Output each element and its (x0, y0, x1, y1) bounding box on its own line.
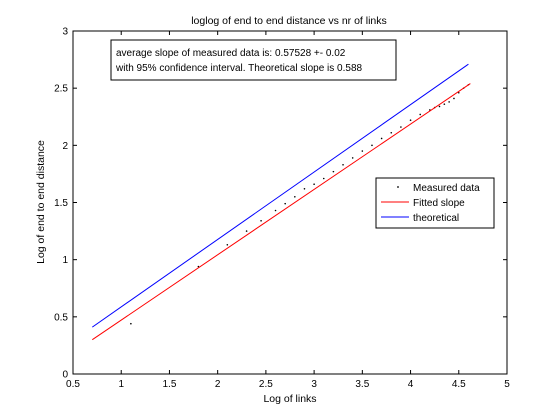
data-point-measured-data-25 (448, 101, 450, 103)
annotation-box: average slope of measured data is: 0.575… (110, 39, 397, 81)
legend-label-theoretical: theoretical (413, 213, 459, 224)
chart-title: loglog of end to end distance vs nr of l… (191, 15, 387, 27)
legend-marker-measured-data (397, 186, 399, 188)
data-point-measured-data-10 (322, 177, 325, 180)
data-point-measured-data-1 (197, 265, 200, 268)
axis-ticks: 0.5 1 1.5 2 2.5 3 3.5 4 4.5 500.511.522.53 (54, 27, 510, 391)
x-tick-label: 1 (118, 379, 124, 390)
data-point-measured-data-8 (303, 187, 306, 190)
x-tick-label: 2.5 (259, 379, 273, 390)
data-point-measured-data-9 (313, 183, 315, 186)
annotation-line-1: average slope of measured data is: 0.575… (116, 48, 346, 59)
data-point-measured-data-16 (380, 137, 383, 140)
x-tick-label: 3 (311, 379, 317, 390)
x-tick-label: 5 (504, 379, 510, 390)
data-point-measured-data-19 (409, 119, 412, 121)
data-point-measured-data-0 (130, 322, 132, 325)
data-point-measured-data-26 (453, 97, 455, 100)
plot-area (92, 63, 471, 341)
y-axis-label: Log of end to end distance (35, 140, 47, 264)
y-tick-label: 0.5 (54, 312, 68, 323)
y-tick-label: 1.5 (54, 198, 68, 209)
legend: Measured data Fitted slope theoretical (375, 177, 495, 229)
x-tick-label: 2 (215, 379, 221, 390)
x-tick-label: 3.5 (355, 379, 369, 390)
data-point-measured-data-7 (294, 195, 296, 198)
legend-frame (375, 177, 495, 229)
data-point-measured-data-17 (390, 131, 393, 134)
data-point-measured-data-15 (371, 144, 373, 147)
series-line-fitted-slope (92, 83, 471, 341)
x-axis-label: Log of links (263, 393, 316, 405)
data-point-measured-data-23 (438, 105, 441, 108)
data-point-measured-data-13 (351, 157, 354, 159)
data-point-measured-data-18 (400, 126, 402, 128)
y-tick-label: 2.5 (54, 84, 68, 95)
y-tick-label: 1 (62, 255, 68, 266)
annotation-line-2: with 95% confidence interval. Theoretica… (115, 63, 363, 74)
data-point-measured-data-14 (361, 150, 364, 152)
series-line-theoretical (92, 63, 469, 328)
legend-label-fitted-slope: Fitted slope (413, 198, 465, 209)
data-point-measured-data-5 (274, 209, 277, 212)
y-tick-label: 2 (62, 141, 68, 152)
data-point-measured-data-11 (332, 170, 335, 173)
x-tick-label: 4.5 (452, 379, 466, 390)
legend-label-measured-data: Measured data (413, 183, 480, 194)
data-point-measured-data-3 (245, 230, 248, 232)
y-tick-label: 0 (62, 370, 68, 381)
x-tick-label: 0.5 (66, 379, 80, 390)
annotation-frame (110, 39, 397, 81)
x-tick-label: 1.5 (162, 379, 176, 390)
x-tick-label: 4 (408, 379, 414, 390)
data-point-measured-data-12 (342, 163, 344, 166)
data-point-measured-data-4 (260, 219, 262, 222)
data-point-measured-data-27 (457, 91, 460, 94)
y-tick-label: 3 (62, 27, 68, 38)
data-point-measured-data-20 (419, 113, 422, 116)
data-point-measured-data-2 (226, 244, 229, 246)
data-point-measured-data-24 (443, 103, 446, 105)
data-point-measured-data-6 (284, 202, 286, 205)
